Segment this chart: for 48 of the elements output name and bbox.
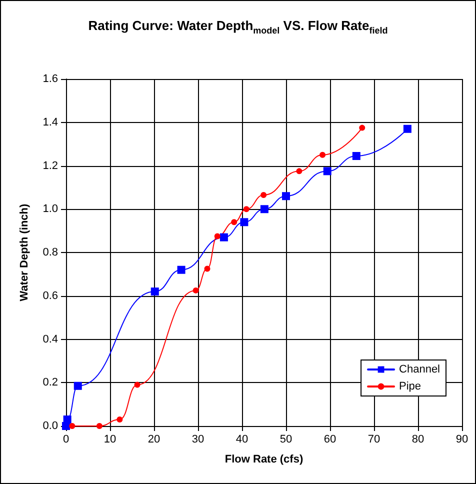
point (403, 124, 412, 133)
point (282, 192, 290, 200)
x-axis-title: Flow Rate (cfs) (224, 454, 304, 466)
x-tick-label: 0 (62, 434, 70, 446)
x-tick-label: 70 (368, 434, 380, 446)
point (359, 124, 366, 131)
x-tick-label: 80 (412, 434, 424, 446)
x-tick-label: 40 (236, 434, 248, 446)
point (96, 423, 102, 429)
y-tick-label: 1.6 (42, 73, 58, 85)
x-tick-label: 10 (104, 434, 116, 446)
point (74, 382, 82, 390)
point (177, 266, 186, 274)
point (63, 415, 72, 424)
x-tick-label: 20 (148, 434, 160, 446)
legend-label: Pipe (399, 380, 422, 392)
y-axis-title: Water Depth (inch) (18, 203, 30, 302)
x-tick-label: 30 (192, 434, 204, 446)
y-tick-label: 0.4 (42, 333, 58, 346)
point (150, 288, 159, 296)
y-tick-label: 1.0 (42, 203, 58, 216)
point (323, 167, 332, 176)
point (240, 218, 248, 226)
point (296, 168, 302, 174)
y-tick-label: 1.2 (42, 160, 58, 172)
legend-label: Channel (399, 364, 440, 376)
y-tick-label: 0.2 (42, 376, 58, 389)
x-tick-label: 50 (280, 434, 292, 446)
point (243, 206, 250, 212)
x-tick-label: 90 (456, 434, 468, 446)
point (352, 152, 360, 160)
y-tick-label: 0.8 (42, 246, 58, 258)
point (192, 287, 199, 294)
y-tick-label: 0.0 (42, 420, 58, 432)
y-tick-label: 0.6 (42, 290, 58, 302)
point (116, 416, 123, 422)
point (214, 233, 220, 240)
point (69, 423, 76, 429)
point (220, 233, 228, 242)
point (204, 266, 210, 272)
point (231, 219, 238, 226)
point (260, 205, 268, 214)
x-tick-label: 60 (324, 434, 336, 446)
chart-title: Rating Curve: Water Depth$_{model}$ VS. Flow Rate$_{field}$ (87, 18, 389, 36)
point (134, 382, 140, 388)
point (260, 192, 267, 198)
point (320, 152, 326, 158)
y-tick-label: 1.4 (42, 116, 58, 128)
